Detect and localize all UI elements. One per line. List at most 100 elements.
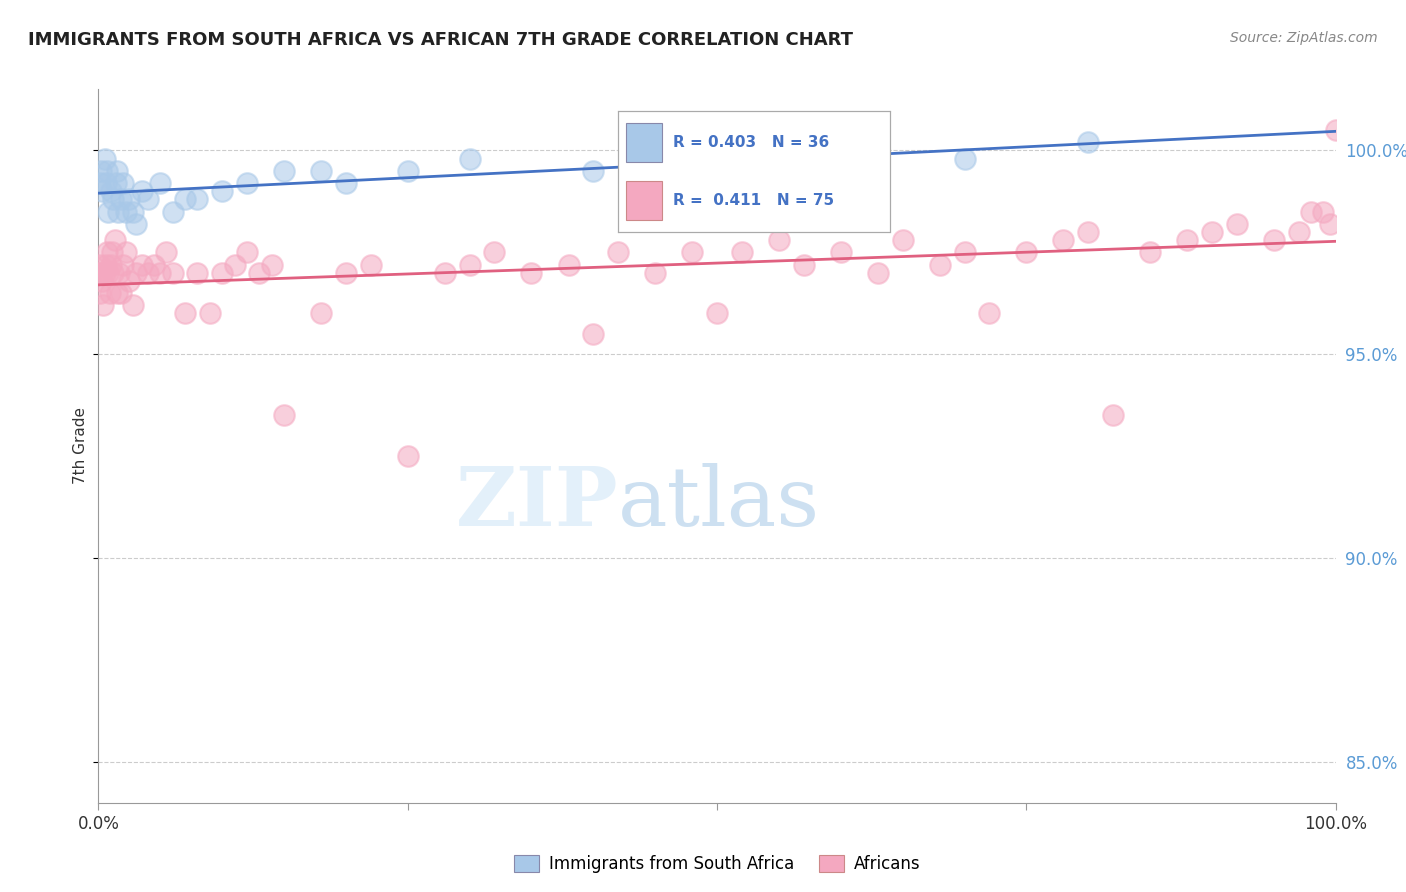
Y-axis label: 7th Grade: 7th Grade bbox=[73, 408, 89, 484]
Point bbox=[89, 286, 111, 301]
Point bbox=[1201, 225, 1223, 239]
Point bbox=[136, 266, 159, 280]
Point bbox=[96, 245, 118, 260]
Text: IMMIGRANTS FROM SOUTH AFRICA VS AFRICAN 7TH GRADE CORRELATION CHART: IMMIGRANTS FROM SOUTH AFRICA VS AFRICAN … bbox=[28, 31, 853, 49]
Point bbox=[103, 266, 125, 280]
Point bbox=[1139, 245, 1161, 260]
Point bbox=[1175, 233, 1198, 247]
Point bbox=[1263, 233, 1285, 247]
Point bbox=[224, 258, 246, 272]
Point bbox=[105, 286, 128, 301]
Point bbox=[198, 306, 221, 320]
Point bbox=[162, 204, 184, 219]
Point bbox=[93, 298, 115, 312]
Point bbox=[94, 258, 117, 272]
Point bbox=[1299, 204, 1322, 219]
Point bbox=[211, 184, 233, 198]
Point bbox=[520, 266, 543, 280]
Point bbox=[136, 192, 159, 206]
Point bbox=[186, 266, 208, 280]
Point bbox=[830, 245, 852, 260]
Point bbox=[94, 176, 117, 190]
Point bbox=[112, 258, 135, 272]
Point bbox=[110, 286, 132, 301]
Point bbox=[1015, 245, 1038, 260]
Point bbox=[582, 163, 605, 178]
Point bbox=[335, 266, 357, 280]
Point bbox=[309, 163, 332, 178]
Point bbox=[90, 163, 112, 178]
Point bbox=[149, 176, 172, 190]
Point bbox=[174, 192, 197, 206]
Point bbox=[458, 152, 481, 166]
Point bbox=[953, 245, 976, 260]
Point bbox=[114, 245, 136, 260]
Point bbox=[891, 233, 914, 247]
Point bbox=[124, 266, 146, 280]
Point bbox=[1077, 135, 1099, 149]
Point bbox=[236, 245, 259, 260]
Point bbox=[89, 176, 111, 190]
Point bbox=[247, 266, 270, 280]
Point bbox=[108, 266, 131, 280]
Point bbox=[96, 163, 118, 178]
Point bbox=[706, 306, 728, 320]
Point bbox=[309, 306, 332, 320]
Point bbox=[149, 266, 172, 280]
Point bbox=[1324, 123, 1347, 137]
Point bbox=[103, 192, 125, 206]
Point bbox=[91, 184, 114, 198]
Point bbox=[458, 258, 481, 272]
Point bbox=[768, 233, 790, 247]
Point bbox=[1077, 225, 1099, 239]
Point bbox=[1288, 225, 1310, 239]
Point bbox=[1319, 217, 1341, 231]
Point bbox=[174, 306, 197, 320]
Point bbox=[681, 245, 703, 260]
Point bbox=[335, 176, 357, 190]
Point bbox=[105, 163, 128, 178]
Point bbox=[607, 245, 630, 260]
Point bbox=[122, 204, 145, 219]
Point bbox=[731, 245, 754, 260]
Point bbox=[979, 306, 1001, 320]
Point bbox=[131, 258, 153, 272]
Point bbox=[103, 233, 125, 247]
Point bbox=[1226, 217, 1249, 231]
Point bbox=[100, 258, 122, 272]
Point bbox=[582, 326, 605, 341]
Point bbox=[706, 152, 728, 166]
Point bbox=[131, 184, 153, 198]
Point bbox=[101, 245, 124, 260]
Point bbox=[557, 258, 579, 272]
Point bbox=[360, 258, 382, 272]
Point bbox=[1052, 233, 1074, 247]
Point bbox=[260, 258, 283, 272]
Point bbox=[93, 152, 115, 166]
Point bbox=[93, 266, 115, 280]
Legend: Immigrants from South Africa, Africans: Immigrants from South Africa, Africans bbox=[508, 848, 927, 880]
Point bbox=[97, 204, 120, 219]
Point bbox=[90, 266, 112, 280]
Point bbox=[953, 152, 976, 166]
Point bbox=[122, 298, 145, 312]
Point bbox=[644, 266, 666, 280]
Point bbox=[124, 217, 146, 231]
Text: ZIP: ZIP bbox=[456, 463, 619, 543]
Point bbox=[928, 258, 950, 272]
Point bbox=[107, 204, 129, 219]
Point bbox=[1102, 409, 1125, 423]
Point bbox=[396, 449, 419, 463]
Point bbox=[211, 266, 233, 280]
Point bbox=[87, 266, 110, 280]
Point bbox=[793, 258, 815, 272]
Point bbox=[118, 192, 141, 206]
Text: Source: ZipAtlas.com: Source: ZipAtlas.com bbox=[1230, 31, 1378, 45]
Point bbox=[273, 163, 295, 178]
Point bbox=[112, 176, 135, 190]
Point bbox=[143, 258, 166, 272]
Point bbox=[118, 274, 141, 288]
Point bbox=[1312, 204, 1334, 219]
Text: atlas: atlas bbox=[619, 463, 820, 543]
Point bbox=[98, 286, 121, 301]
